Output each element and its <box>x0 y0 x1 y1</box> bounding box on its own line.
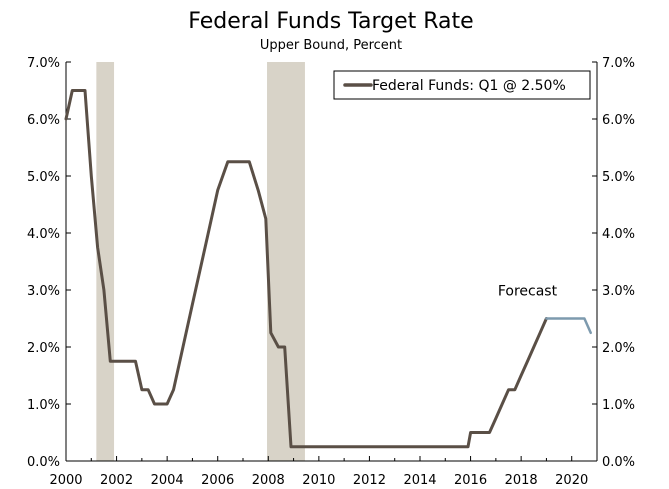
y-tick-label-left: 6.0% <box>27 113 60 128</box>
y-axis-right-labels: 0.0% 1.0% 2.0% 3.0% 4.0% 5.0% 6.0% 7.0% <box>602 56 635 470</box>
chart-axes <box>65 61 598 462</box>
y-tick-label-right: 1.0% <box>602 398 635 413</box>
y-tick-label-left: 1.0% <box>27 398 60 413</box>
y-tick-label-left: 2.0% <box>27 341 60 356</box>
series-lines <box>64 89 592 449</box>
chart-subtitle: Upper Bound, Percent <box>260 38 402 53</box>
recession-band-2 <box>267 62 305 461</box>
y-tick-label-right: 2.0% <box>602 341 635 356</box>
y-tick-label-right: 7.0% <box>602 56 635 71</box>
y-tick-label-right: 0.0% <box>602 455 635 470</box>
y-tick-label-left: 5.0% <box>27 170 60 185</box>
x-tick-label: 2006 <box>201 473 234 488</box>
legend: Federal Funds: Q1 @ 2.50% <box>333 70 591 100</box>
y-tick-label-right: 6.0% <box>602 113 635 128</box>
x-tick-label: 2014 <box>403 473 436 488</box>
forecast-line <box>545 317 592 335</box>
y-tick-label-right: 4.0% <box>602 227 635 242</box>
x-tick-label: 2008 <box>252 473 285 488</box>
chart-title: Federal Funds Target Rate <box>188 9 473 34</box>
recession-bands <box>96 62 305 461</box>
federal-funds-line <box>64 89 548 449</box>
y-tick-label-left: 7.0% <box>27 56 60 71</box>
x-tick-label: 2010 <box>302 473 335 488</box>
x-tick-label: 2020 <box>555 473 588 488</box>
legend-box <box>333 70 591 100</box>
x-axis-labels: 2000 2002 2004 2006 2008 2010 2012 2014 2016 2018… <box>49 473 588 488</box>
legend-label: Federal Funds: Q1 @ 2.50% <box>372 78 566 94</box>
x-tick-label: 2000 <box>49 473 82 488</box>
x-tick-label: 2002 <box>100 473 133 488</box>
y-tick-label-right: 5.0% <box>602 170 635 185</box>
x-tick-label: 2012 <box>353 473 386 488</box>
y-tick-label-left: 3.0% <box>27 284 60 299</box>
x-tick-label: 2004 <box>151 473 184 488</box>
y-tick-label-right: 3.0% <box>602 284 635 299</box>
x-tick-label: 2018 <box>505 473 538 488</box>
y-tick-label-left: 4.0% <box>27 227 60 242</box>
y-tick-label-left: 0.0% <box>27 455 60 470</box>
x-tick-label: 2016 <box>454 473 487 488</box>
y-axis-left-labels: 0.0% 1.0% 2.0% 3.0% 4.0% 5.0% 6.0% 7.0% <box>27 56 60 470</box>
forecast-annotation: Forecast <box>498 284 558 300</box>
